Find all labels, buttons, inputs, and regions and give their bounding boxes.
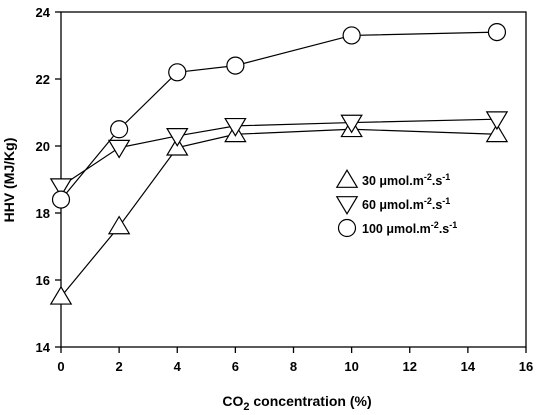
y-tick-label: 14	[36, 340, 51, 355]
x-tick-label: 16	[519, 359, 533, 374]
x-tick-label: 4	[174, 359, 182, 374]
legend-label-2: 60 μmol.m-2.s-1	[362, 196, 450, 212]
data-point-series-3	[226, 56, 245, 75]
data-point-series-3	[487, 22, 507, 42]
x-tick-label: 6	[232, 359, 239, 374]
data-point-series-2	[49, 178, 73, 198]
data-point-series-3	[51, 190, 71, 209]
y-tick-label: 24	[36, 5, 51, 20]
data-point-series-1	[107, 215, 131, 235]
y-tick-label: 20	[36, 139, 50, 154]
x-tick-label: 8	[290, 359, 297, 374]
legend-marker-2	[335, 196, 359, 215]
legend-marker-1	[335, 169, 359, 188]
x-tick-label: 10	[344, 359, 358, 374]
x-axis-title: CO2 concentration (%)	[222, 393, 371, 413]
data-point-series-2	[165, 128, 189, 147]
data-point-series-2	[485, 111, 509, 131]
data-point-series-1	[485, 123, 509, 143]
x-tick-label: 14	[461, 359, 476, 374]
series-line-2	[60, 118, 497, 187]
y-axis-title: HHV (MJ/Kg)	[1, 138, 17, 223]
x-tick-label: 2	[116, 359, 123, 374]
legend-marker-3	[337, 218, 357, 238]
y-tick-label: 16	[36, 273, 50, 288]
data-point-series-3	[342, 26, 361, 45]
series-markers	[49, 22, 509, 305]
legend: 30 μmol.m-2.s-1 60 μmol.m-2.s-1 100 μmol.m…	[335, 169, 457, 238]
legend-label-3: 100 μmol.m-2.s-1	[362, 220, 457, 236]
x-tick-label: 0	[57, 359, 64, 374]
y-tick-label: 22	[36, 72, 50, 87]
data-point-series-2	[224, 117, 247, 137]
data-point-series-3	[168, 63, 187, 82]
legend-label-1: 30 μmol.m-2.s-1	[362, 172, 450, 188]
data-point-series-2	[340, 114, 363, 134]
series-lines	[60, 31, 497, 298]
data-point-series-1	[49, 285, 73, 305]
series-line-1	[60, 128, 497, 298]
data-point-series-2	[107, 139, 131, 159]
x-tick-label: 12	[403, 359, 417, 374]
data-point-series-3	[110, 120, 129, 139]
plot-frame	[60, 11, 527, 348]
y-tick-label: 18	[36, 206, 50, 221]
